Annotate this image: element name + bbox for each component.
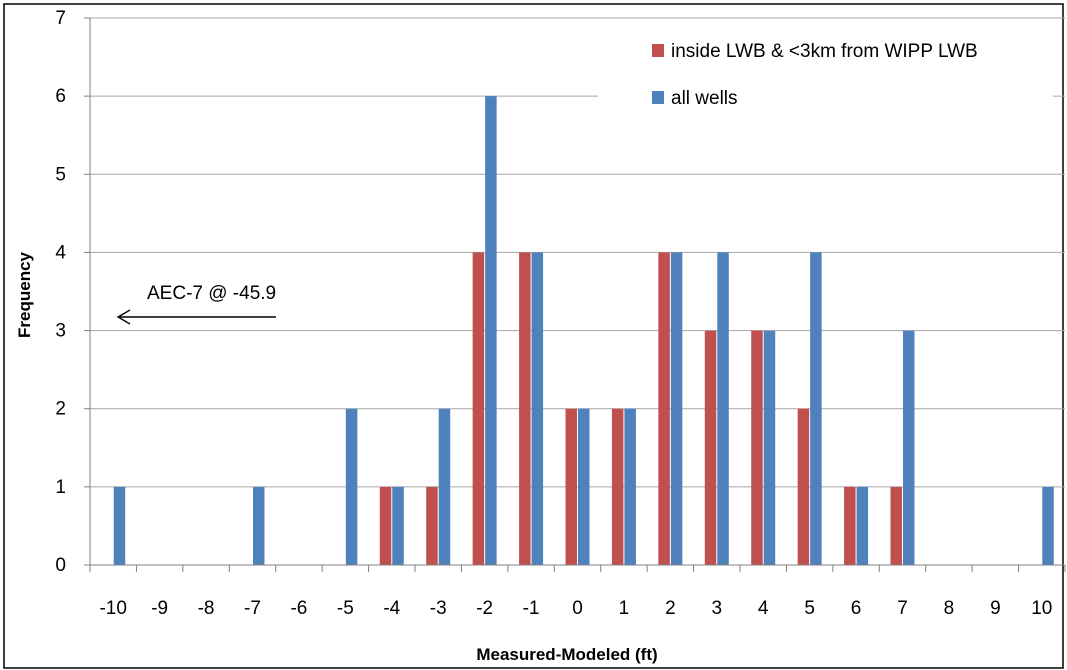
y-tick-label-1: 1: [55, 477, 66, 498]
y-axis-title: Frequency: [15, 251, 34, 338]
x-tick-label--5: -5: [337, 598, 354, 619]
x-tick-label-3: 3: [711, 598, 722, 619]
annotation-arrowhead-icon: [116, 309, 131, 325]
bar-all-wells--5: [345, 408, 358, 565]
x-tick-label-4: 4: [758, 598, 769, 619]
bar-all-wells-2: [670, 252, 683, 565]
bar-all-wells-3: [717, 252, 729, 565]
x-tick-label-1: 1: [619, 598, 630, 619]
bar-inside-lwb-3: [704, 330, 717, 565]
bar-all-wells--3: [438, 408, 451, 565]
x-tick-label--8: -8: [198, 598, 215, 619]
x-tick-label-5: 5: [804, 598, 815, 619]
legend-background: [598, 28, 1053, 128]
bar-all-wells--1: [531, 252, 544, 565]
x-tick-label-6: 6: [851, 598, 862, 619]
x-tick-label--4: -4: [383, 598, 400, 619]
bar-inside-lwb--4: [379, 486, 392, 565]
bar-inside-lwb-2: [658, 252, 670, 565]
y-tick-label-0: 0: [55, 555, 66, 576]
bar-all-wells-0: [578, 408, 590, 565]
bar-inside-lwb--2: [472, 252, 485, 565]
x-tick-label-2: 2: [665, 598, 676, 619]
bar-inside-lwb-0: [565, 408, 577, 565]
x-tick-label--7: -7: [244, 598, 261, 619]
legend: inside LWB & <3km from WIPP LWB all well…: [598, 28, 1053, 128]
annotation-text: AEC-7 @ -45.9: [147, 283, 276, 304]
legend-swatch-inside-lwb: [652, 44, 664, 57]
bar-all-wells-1: [624, 408, 636, 565]
y-tick-label-5: 5: [55, 164, 66, 185]
bar-all-wells-5: [810, 252, 822, 565]
x-tick-label--9: -9: [151, 598, 168, 619]
x-axis-title: Measured-Modeled (ft): [476, 645, 657, 664]
x-tick-label--2: -2: [476, 598, 493, 619]
annotation: AEC-7 @ -45.9: [116, 283, 276, 325]
legend-label-inside-lwb: inside LWB & <3km from WIPP LWB: [671, 41, 978, 62]
bars: [113, 96, 1054, 566]
bar-all-wells-6: [856, 486, 869, 565]
y-tick-label-4: 4: [55, 242, 66, 263]
axes: [84, 17, 1066, 572]
x-tick-label--3: -3: [430, 598, 447, 619]
x-tick-label--1: -1: [523, 598, 540, 619]
bar-inside-lwb-5: [797, 408, 810, 565]
bar-inside-lwb-6: [844, 486, 856, 565]
legend-swatch-all-wells: [652, 91, 664, 104]
x-tick-label--10: -10: [99, 598, 126, 619]
x-tick-label-7: 7: [897, 598, 908, 619]
y-tick-label-6: 6: [55, 86, 66, 107]
x-tick-label-0: 0: [572, 598, 583, 619]
bar-inside-lwb-7: [890, 486, 902, 565]
x-tick-label-8: 8: [944, 598, 955, 619]
bar-inside-lwb--3: [426, 486, 438, 565]
bar-all-wells--10: [113, 486, 126, 565]
y-tick-label-7: 7: [55, 8, 66, 29]
bar-all-wells-4: [763, 330, 776, 565]
x-tick-label-9: 9: [990, 598, 1001, 619]
bar-all-wells-10: [1042, 486, 1054, 565]
bar-inside-lwb--1: [519, 252, 531, 565]
bar-inside-lwb-4: [751, 330, 763, 565]
legend-label-all-wells: all wells: [671, 88, 738, 109]
x-tick-label-10: 10: [1031, 598, 1052, 619]
bar-all-wells--4: [392, 486, 404, 565]
bar-inside-lwb-1: [611, 408, 624, 565]
y-tick-label-3: 3: [55, 321, 66, 342]
bar-all-wells-7: [903, 330, 915, 565]
x-tick-label--6: -6: [290, 598, 307, 619]
y-tick-label-2: 2: [55, 399, 66, 420]
bar-all-wells--2: [485, 96, 497, 566]
bar-all-wells--7: [253, 486, 265, 565]
